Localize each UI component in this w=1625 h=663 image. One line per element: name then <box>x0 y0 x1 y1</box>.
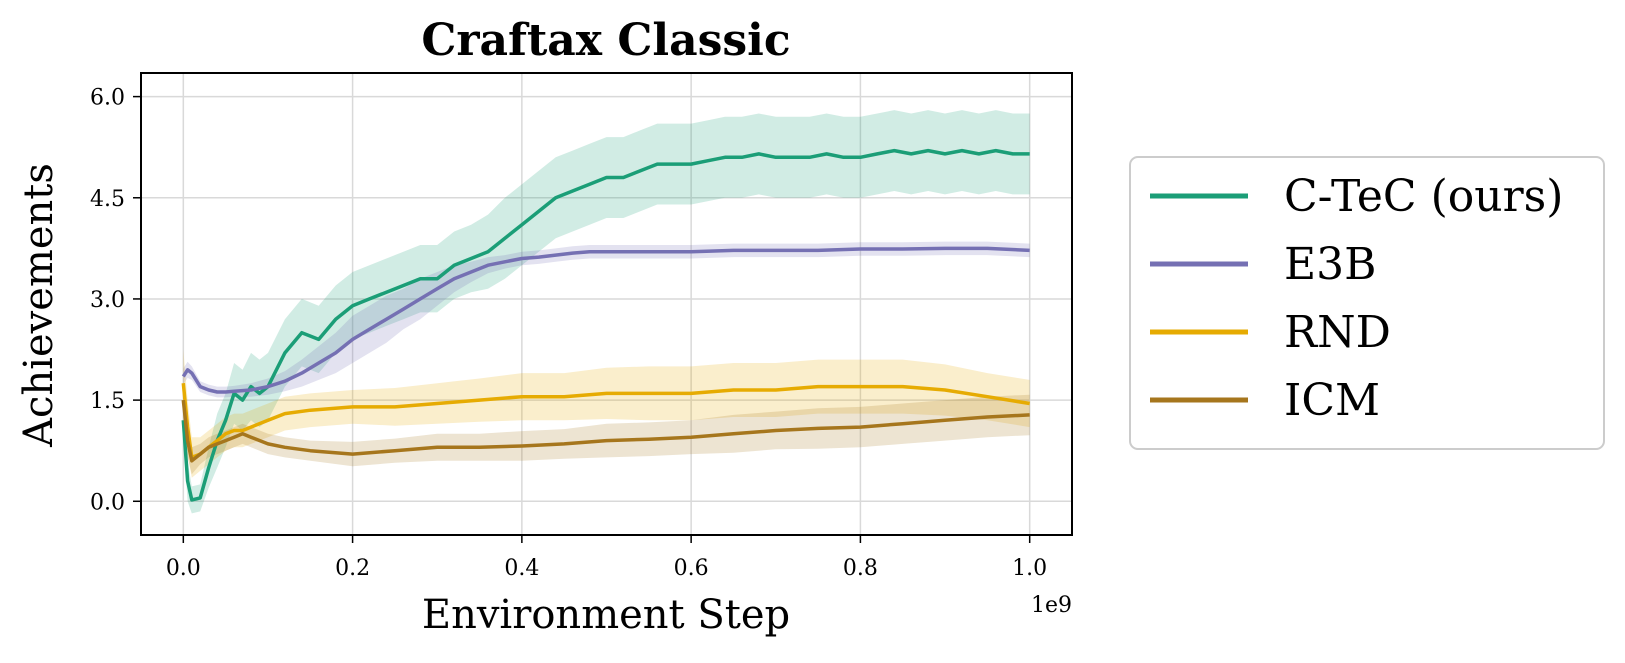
y-tick-label: 3.0 <box>90 288 125 313</box>
x-tick-label: 0.0 <box>166 556 201 581</box>
band-series-3 <box>183 349 1030 478</box>
x-tick-label: 0.8 <box>843 556 878 581</box>
chart-title: Craftax Classic <box>421 15 790 66</box>
band-series-2 <box>183 241 1030 398</box>
y-tick-label: 4.5 <box>90 187 125 212</box>
y-axis-ticks: 0.0 1.5 3.0 4.5 6.0 <box>90 86 141 515</box>
legend: C-TeC (ours) E3B RND ICM <box>1129 156 1605 450</box>
confidence-bands <box>183 110 1030 514</box>
y-tick-label: 0.0 <box>90 490 125 515</box>
legend-label-2: E3B <box>1284 239 1376 290</box>
x-axis-label: Environment Step <box>422 592 790 638</box>
line-series-3 <box>181 383 1030 460</box>
band-series-1 <box>183 110 1030 514</box>
plot-area-frame <box>140 72 1073 536</box>
x-tick-label: 0.6 <box>674 556 709 581</box>
y-tick-label: 6.0 <box>90 86 125 111</box>
line-series-4 <box>181 399 1030 463</box>
y-axis-label: Achievements <box>16 163 62 448</box>
grid-lines <box>141 73 1072 535</box>
legend-label-1: C-TeC (ours) <box>1284 171 1563 222</box>
legend-label-3: RND <box>1284 307 1391 358</box>
x-axis-offset-label: 1e9 <box>1031 593 1072 618</box>
x-tick-label: 1.0 <box>1012 556 1047 581</box>
legend-label-4: ICM <box>1284 375 1380 426</box>
line-series-2 <box>181 246 1030 394</box>
series-lines <box>181 148 1030 502</box>
x-tick-label: 0.4 <box>504 556 539 581</box>
x-tick-label: 0.2 <box>335 556 370 581</box>
y-tick-label: 1.5 <box>90 389 125 414</box>
legend-box <box>1129 156 1605 450</box>
x-axis-ticks: 0.0 0.2 0.4 0.6 0.8 1.0 <box>166 535 1047 581</box>
